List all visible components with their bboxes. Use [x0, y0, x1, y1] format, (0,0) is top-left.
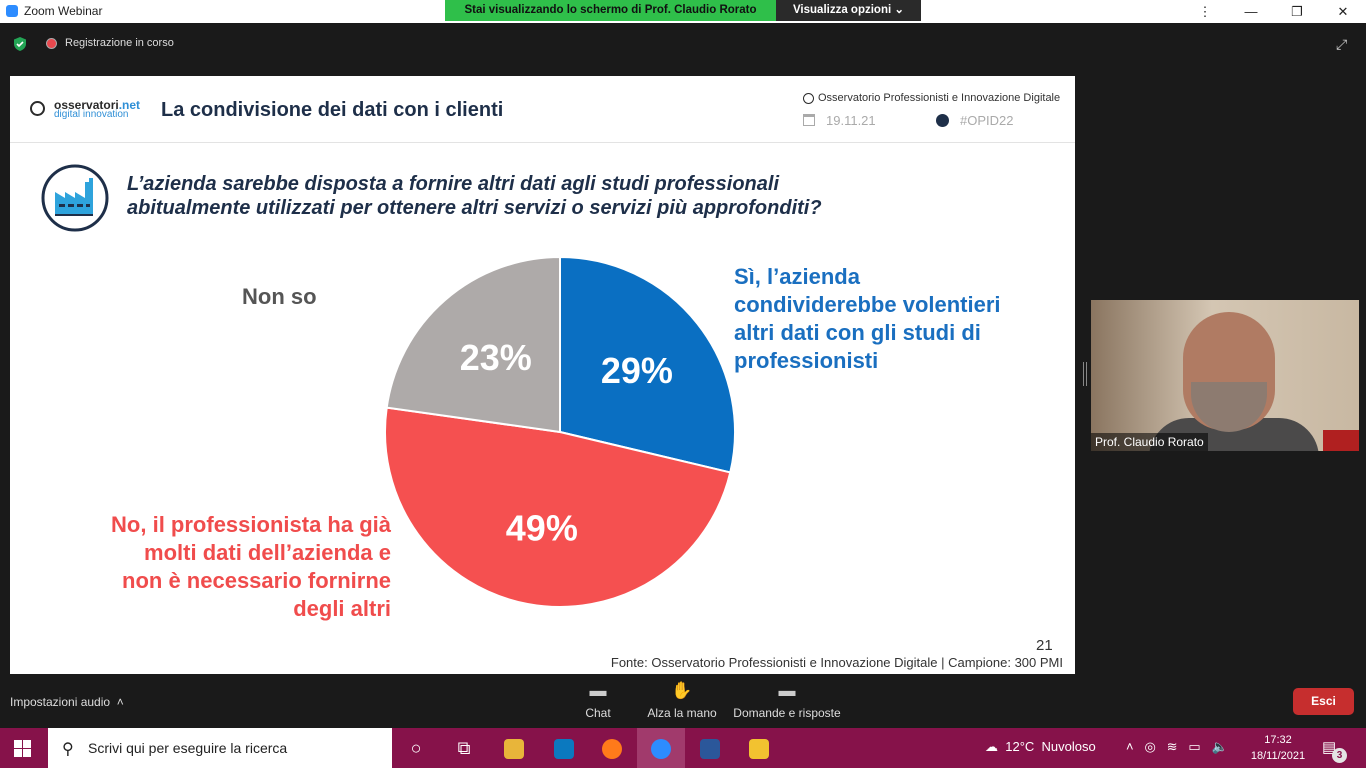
wifi-icon[interactable]: ≋	[1166, 739, 1178, 754]
task-view-icon[interactable]: ⧉	[457, 738, 471, 758]
weather-widget[interactable]: ☁ 12°C Nuvoloso	[985, 739, 1096, 755]
label-si-line-4: professionisti	[734, 348, 879, 373]
label-si-line-2: condividerebbe volentieri	[734, 292, 1001, 317]
leave-button[interactable]: Esci	[1293, 688, 1354, 715]
brand-suffix: .net	[118, 98, 141, 112]
label-no: No, il professionista ha già molti dati …	[111, 511, 391, 623]
audio-settings-button[interactable]: Impostazioni audio ˄	[10, 695, 124, 709]
window-title: Zoom Webinar	[24, 4, 103, 18]
system-tray[interactable]: ˄ ◎ ≋ ▭ 🔈	[1126, 739, 1228, 755]
firefox-icon[interactable]	[588, 728, 636, 768]
pie-label-0: 29%	[601, 350, 673, 391]
brand-name: osservatori.net	[54, 98, 140, 112]
word-icon[interactable]	[686, 728, 734, 768]
taskbar-clock[interactable]: 17:32 18/11/2021	[1248, 732, 1308, 764]
search-icon: ⚲	[62, 741, 74, 758]
label-no-line-4: degli altri	[293, 596, 391, 621]
tray-chevron-icon[interactable]: ˄	[1126, 739, 1134, 754]
volume-icon[interactable]: 🔈	[1211, 739, 1228, 754]
observatory-name: Osservatorio Professionisti e Innovazion…	[818, 92, 1061, 104]
label-no-line-1: No, il professionista ha già	[111, 512, 391, 537]
pie-chart: 29% 49% 23%	[384, 255, 736, 608]
shield-icon[interactable]	[12, 36, 28, 52]
video-red-object	[1323, 430, 1359, 451]
cloud-icon: ☁	[985, 739, 998, 754]
question-line-2: abitualmente utilizzati per ottenere alt…	[127, 197, 822, 219]
pie-slice-2	[385, 255, 561, 434]
outlook-icon[interactable]	[735, 728, 783, 768]
hand-icon: ✋	[671, 681, 693, 700]
clock-date: 18/11/2021	[1250, 750, 1306, 762]
header-divider	[10, 142, 1075, 143]
speaker-video[interactable]: Prof. Claudio Rorato	[1091, 300, 1359, 451]
brand-main: osservatori	[54, 98, 119, 112]
recording-icon	[46, 38, 57, 49]
qa-button[interactable]: ▬ Domande e risposte	[732, 681, 842, 721]
trello-icon[interactable]	[540, 728, 588, 768]
label-si-line-1: Sì, l’azienda	[734, 264, 860, 289]
question-line-1: L’azienda sarebbe disposta a fornire alt…	[127, 173, 780, 195]
window-controls: ⋮ — ❐ ✕	[1182, 0, 1366, 23]
qa-icon: ▬	[778, 681, 796, 700]
screen-share-banner: Stai visualizzando lo schermo di Prof. C…	[445, 0, 776, 21]
pie-label-2: 23%	[460, 337, 532, 378]
observatory-icon	[803, 93, 814, 104]
minimize-button[interactable]: —	[1244, 4, 1258, 19]
weather-condition: Nuvoloso	[1041, 739, 1096, 754]
windows-taskbar: ⚲ Scrivi qui per eseguire la ricerca ○ ⧉…	[0, 728, 1366, 768]
view-options-label: Visualizza opzioni	[792, 4, 892, 16]
survey-question: L’azienda sarebbe disposta a fornire alt…	[127, 172, 822, 220]
chevron-up-icon: ˄	[116, 695, 124, 709]
windows-start-icon[interactable]	[14, 740, 31, 757]
slide-title: La condivisione dei dati con i clienti	[161, 99, 504, 121]
twitter-icon	[936, 114, 949, 127]
splitter-handle[interactable]	[1083, 362, 1087, 386]
file-explorer-icon[interactable]	[490, 728, 538, 768]
clock-time: 17:32	[1264, 734, 1292, 746]
notification-count: 3	[1332, 748, 1347, 763]
shared-slide: osservatori.net digital innovation La co…	[10, 76, 1075, 674]
label-no-line-3: non è necessario fornirne	[122, 568, 391, 593]
temperature: 12°C	[1005, 739, 1035, 754]
page-number: 21	[1036, 637, 1053, 654]
factory-icon	[41, 164, 109, 232]
taskbar-search[interactable]: ⚲ Scrivi qui per eseguire la ricerca	[48, 728, 392, 768]
chat-button[interactable]: ▬ Chat	[578, 681, 618, 721]
calendar-icon	[803, 114, 815, 126]
brand-sub: digital innovation	[54, 109, 129, 120]
battery-icon[interactable]: ▭	[1188, 739, 1201, 754]
chat-icon: ▬	[589, 681, 607, 700]
raise-hand-button[interactable]: ✋ Alza la mano	[645, 681, 719, 721]
slide-hashtag: #OPID22	[960, 113, 1014, 128]
ellipsis-icon[interactable]: ⋮	[1198, 4, 1212, 19]
view-options-button[interactable]: Visualizza opzioni ⌄	[776, 0, 921, 21]
pie-slice-1	[384, 406, 732, 608]
source-note: Fonte: Osservatorio Professionisti e Inn…	[610, 655, 1063, 670]
label-si: Sì, l’azienda condividerebbe volentieri …	[734, 263, 1001, 375]
chevron-down-icon: ⌄	[894, 4, 905, 16]
zoom-logo-icon	[6, 5, 18, 17]
label-no-line-2: molti dati dell’azienda e	[144, 540, 391, 565]
raise-hand-label: Alza la mano	[647, 706, 717, 720]
pie-slice-0	[559, 255, 736, 474]
close-button[interactable]: ✕	[1337, 4, 1349, 19]
pie-label-1: 49%	[506, 507, 578, 548]
recording-status: Registrazione in corso	[65, 37, 174, 49]
fullscreen-icon[interactable]: ⤢	[1336, 36, 1348, 52]
qa-label: Domande e risposte	[733, 706, 841, 720]
cortana-icon[interactable]: ○	[410, 738, 422, 758]
chat-label: Chat	[585, 706, 611, 720]
osservatori-logo-icon	[30, 101, 45, 116]
label-non-so: Non so	[242, 284, 317, 309]
speaker-name: Prof. Claudio Rorato	[1091, 433, 1208, 451]
label-si-line-3: altri dati con gli studi di	[734, 320, 981, 345]
maximize-button[interactable]: ❐	[1291, 4, 1303, 19]
search-placeholder: Scrivi qui per eseguire la ricerca	[88, 740, 288, 756]
meet-now-icon[interactable]: ◎	[1144, 739, 1156, 754]
slide-date: 19.11.21	[826, 113, 876, 128]
zoom-app-icon[interactable]	[637, 728, 685, 768]
audio-settings-label: Impostazioni audio	[10, 695, 111, 709]
